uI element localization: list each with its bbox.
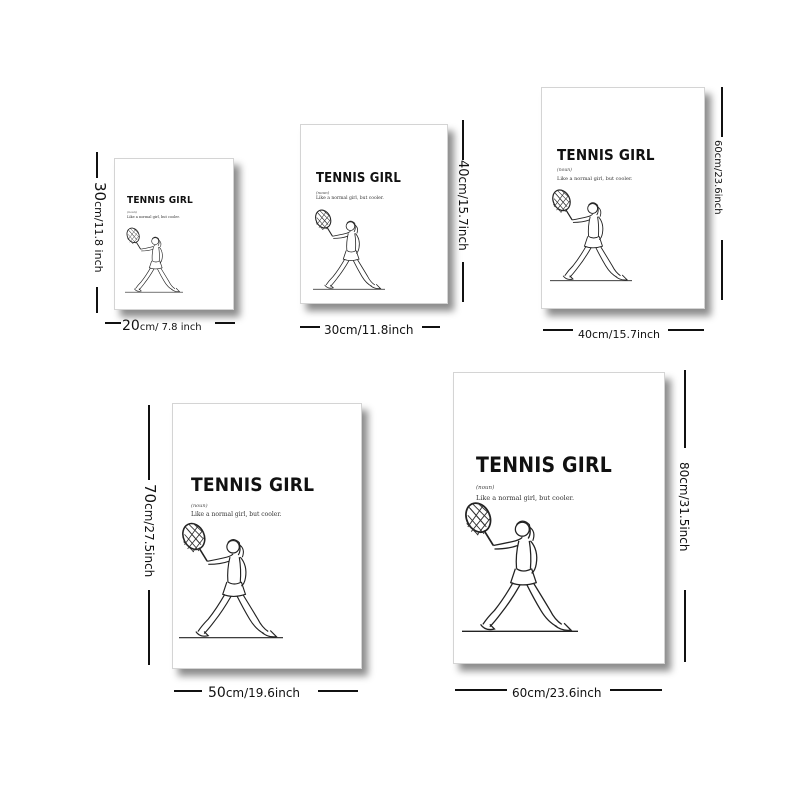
width-dimension-line xyxy=(215,322,235,324)
poster-40x60: TENNIS GIRL (noun) Like a normal girl, b… xyxy=(541,87,705,309)
poster-title: TENNIS GIRL xyxy=(191,474,314,496)
height-label: 40cm/15.7inch xyxy=(455,160,474,251)
height-dimension-line xyxy=(684,370,686,448)
poster-title: TENNIS GIRL xyxy=(316,171,401,186)
poster-title: TENNIS GIRL xyxy=(127,195,193,206)
height-dimension-line xyxy=(684,590,686,662)
width-label: 40cm/15.7inch xyxy=(578,323,660,342)
width-label: 30cm/11.8inch xyxy=(324,319,413,338)
poster-30x40: TENNIS GIRL (noun) Like a normal girl, b… xyxy=(300,124,448,304)
width-dimension-line xyxy=(668,329,704,331)
height-dimension-line xyxy=(148,590,150,665)
width-dimension-line xyxy=(174,690,202,692)
poster-noun: (noun) xyxy=(191,503,208,509)
poster-20x30: TENNIS GIRL (noun) Like a normal girl, b… xyxy=(114,158,234,310)
width-dimension-line xyxy=(300,326,320,328)
poster-60x80: TENNIS GIRL (noun) Like a normal girl, b… xyxy=(453,372,665,664)
height-dimension-line xyxy=(721,240,723,300)
tennis-girl-illustration xyxy=(313,209,385,295)
height-label: 60cm/23.6inch xyxy=(711,140,730,215)
poster-title: TENNIS GIRL xyxy=(476,453,612,477)
width-label: 50cm/19.6inch xyxy=(208,682,300,701)
height-label: 80cm/31.5inch xyxy=(676,462,695,551)
poster-definition: Like a normal girl, but cooler. xyxy=(316,196,384,201)
tennis-girl-illustration xyxy=(550,188,632,288)
height-dimension-line xyxy=(96,152,98,178)
poster-noun: (noun) xyxy=(557,168,572,173)
poster-definition: Like a normal girl, but cooler. xyxy=(191,511,281,518)
poster-noun: (noun) xyxy=(476,485,494,491)
width-dimension-line xyxy=(422,326,440,328)
poster-noun: (noun) xyxy=(127,210,137,214)
poster-definition: Like a normal girl, but cooler. xyxy=(127,215,180,219)
height-dimension-line xyxy=(148,405,150,480)
width-dimension-line xyxy=(105,322,121,324)
poster-definition: Like a normal girl, but cooler. xyxy=(557,176,632,182)
height-dimension-line xyxy=(462,262,464,302)
poster-50x70: TENNIS GIRL (noun) Like a normal girl, b… xyxy=(172,403,362,669)
width-label: 60cm/23.6inch xyxy=(512,682,601,701)
tennis-girl-illustration xyxy=(125,227,183,297)
height-dimension-line xyxy=(96,287,98,313)
poster-title: TENNIS GIRL xyxy=(557,146,655,164)
width-dimension-line xyxy=(610,689,662,691)
width-label: 20cm/ 7.8 inch xyxy=(122,315,202,334)
height-dimension-line xyxy=(721,87,723,137)
poster-noun: (noun) xyxy=(316,190,329,195)
height-label: 30cm/11.8 inch xyxy=(91,182,110,273)
tennis-girl-illustration xyxy=(179,522,283,646)
height-label: 70cm/27.5inch xyxy=(141,484,160,577)
tennis-girl-illustration xyxy=(462,501,578,641)
width-dimension-line xyxy=(455,689,507,691)
height-dimension-line xyxy=(462,120,464,160)
width-dimension-line xyxy=(318,690,358,692)
width-dimension-line xyxy=(543,329,573,331)
